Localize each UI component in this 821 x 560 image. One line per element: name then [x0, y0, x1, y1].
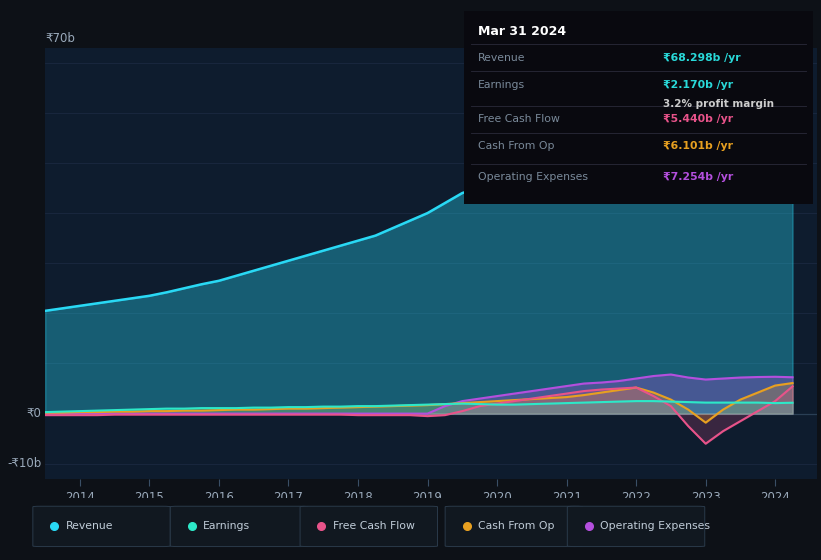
Text: ₹70b: ₹70b — [45, 32, 75, 45]
Text: Revenue: Revenue — [66, 521, 113, 531]
Text: Revenue: Revenue — [478, 53, 525, 63]
FancyBboxPatch shape — [567, 506, 704, 547]
FancyBboxPatch shape — [33, 506, 170, 547]
Text: ₹5.440b /yr: ₹5.440b /yr — [663, 114, 733, 124]
Text: ₹7.254b /yr: ₹7.254b /yr — [663, 172, 733, 183]
Text: Operating Expenses: Operating Expenses — [600, 521, 710, 531]
Text: Mar 31 2024: Mar 31 2024 — [478, 25, 566, 38]
Text: ₹68.298b /yr: ₹68.298b /yr — [663, 53, 741, 63]
Text: ₹0: ₹0 — [26, 407, 41, 420]
Text: Cash From Op: Cash From Op — [478, 142, 554, 151]
Text: 3.2% profit margin: 3.2% profit margin — [663, 99, 773, 109]
FancyBboxPatch shape — [170, 506, 308, 547]
Text: -₹10b: -₹10b — [7, 458, 41, 470]
Text: Free Cash Flow: Free Cash Flow — [333, 521, 415, 531]
FancyBboxPatch shape — [300, 506, 438, 547]
Text: Cash From Op: Cash From Op — [478, 521, 554, 531]
Text: ₹2.170b /yr: ₹2.170b /yr — [663, 80, 733, 90]
Text: Earnings: Earnings — [478, 80, 525, 90]
Text: Operating Expenses: Operating Expenses — [478, 172, 588, 183]
Text: Free Cash Flow: Free Cash Flow — [478, 114, 560, 124]
FancyBboxPatch shape — [445, 506, 583, 547]
Text: Earnings: Earnings — [203, 521, 250, 531]
Text: ₹6.101b /yr: ₹6.101b /yr — [663, 142, 733, 151]
